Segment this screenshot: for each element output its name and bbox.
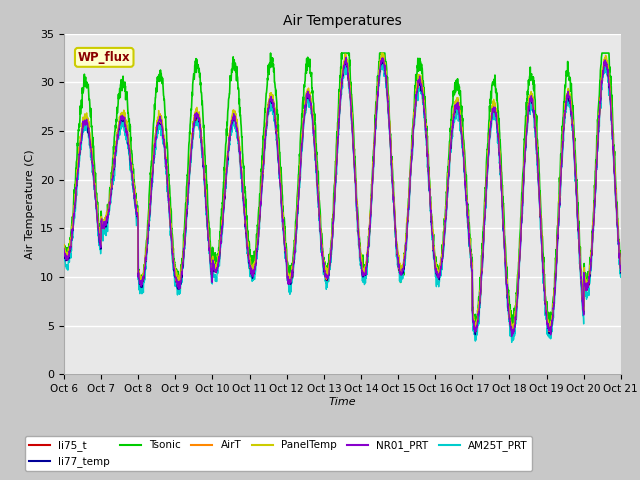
- Legend: li75_t, li77_temp, Tsonic, AirT, PanelTemp, NR01_PRT, AM25T_PRT: li75_t, li77_temp, Tsonic, AirT, PanelTe…: [25, 436, 532, 471]
- Text: WP_flux: WP_flux: [78, 51, 131, 64]
- Y-axis label: Air Temperature (C): Air Temperature (C): [24, 149, 35, 259]
- X-axis label: Time: Time: [328, 397, 356, 407]
- Title: Air Temperatures: Air Temperatures: [283, 14, 402, 28]
